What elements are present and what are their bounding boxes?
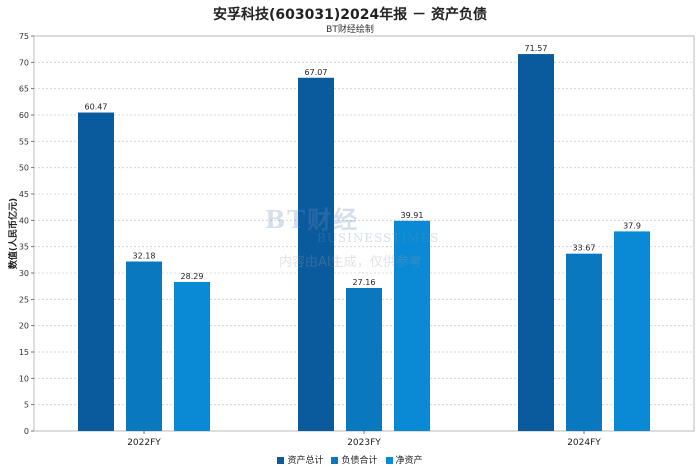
y-tick-label: 25 xyxy=(19,295,29,304)
y-tick-label: 15 xyxy=(19,348,29,357)
data-label: 39.91 xyxy=(401,211,424,220)
bar-3 xyxy=(394,220,430,431)
x-tick-label: 2023FY xyxy=(347,438,381,448)
chart-subtitle: BT财经绘制 xyxy=(326,25,374,35)
data-label: 32.18 xyxy=(133,252,156,261)
legend-label: 负债合计 xyxy=(341,456,378,466)
bar-1 xyxy=(298,77,334,432)
data-label: 28.29 xyxy=(181,272,204,281)
legend-item: 净资产 xyxy=(385,453,423,466)
chart-title: 安孚科技(603031)2024年报 － 资产负债 xyxy=(213,7,487,23)
y-tick-label: 30 xyxy=(19,269,29,278)
y-tick-label: 50 xyxy=(19,164,29,173)
data-label: 27.16 xyxy=(353,278,376,287)
x-tick-label: 2022FY xyxy=(127,438,161,448)
data-label: 33.67 xyxy=(573,244,596,253)
bar-2 xyxy=(566,253,602,431)
bar-2 xyxy=(346,287,382,431)
y-tick-label: 0 xyxy=(24,427,29,436)
legend-swatch xyxy=(385,457,393,464)
y-tick-label: 55 xyxy=(19,137,29,146)
legend-label: 资产总计 xyxy=(287,456,324,466)
bar-3 xyxy=(174,282,210,431)
x-tick-label: 2024FY xyxy=(567,438,601,448)
legend-swatch xyxy=(277,457,285,464)
chart-legend: 资产总计 负债合计 净资产 xyxy=(0,453,700,466)
y-axis-label: 数值(人民币亿元) xyxy=(7,198,19,269)
y-tick-label: 45 xyxy=(19,190,29,199)
legend-swatch xyxy=(331,457,339,464)
legend-item: 负债合计 xyxy=(331,453,378,466)
data-label: 71.57 xyxy=(525,44,548,53)
bar-2 xyxy=(126,261,162,431)
y-tick-label: 40 xyxy=(19,216,29,225)
legend-label: 净资产 xyxy=(395,456,423,466)
bar-1 xyxy=(518,54,554,431)
legend-item: 资产总计 xyxy=(277,453,323,466)
data-label: 67.07 xyxy=(305,68,328,77)
y-tick-label: 10 xyxy=(19,374,29,383)
data-label: 60.47 xyxy=(85,103,108,112)
y-tick-label: 35 xyxy=(19,243,29,252)
bar-1 xyxy=(78,112,114,432)
bar-3 xyxy=(614,231,650,431)
y-tick-label: 65 xyxy=(19,85,29,94)
y-tick-label: 70 xyxy=(19,58,29,67)
y-tick-label: 20 xyxy=(19,322,29,331)
y-tick-label: 75 xyxy=(19,32,29,41)
y-tick-label: 5 xyxy=(24,401,29,410)
data-label: 37.9 xyxy=(623,221,641,230)
y-tick-label: 60 xyxy=(19,111,29,120)
